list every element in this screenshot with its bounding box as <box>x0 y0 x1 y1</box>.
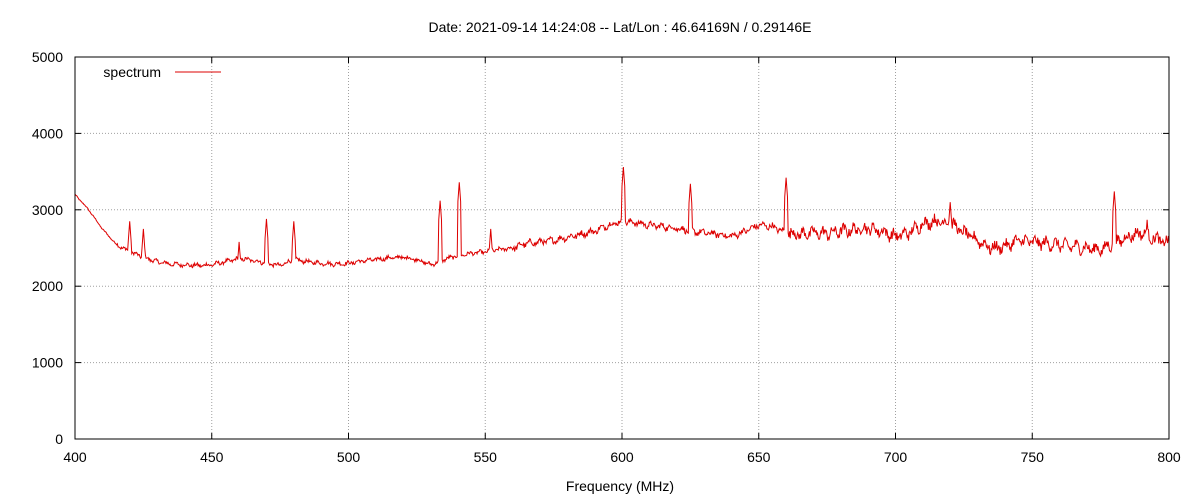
x-tick-label: 450 <box>200 449 224 465</box>
x-tick-label: 650 <box>747 449 771 465</box>
legend-label: spectrum <box>103 64 161 80</box>
axis-ticks: 400 450 500 550 600 650 700 750 800 0 1000 2000 3000… <box>32 49 1181 465</box>
y-tick-label: 5000 <box>32 49 63 65</box>
x-tick-label: 600 <box>610 449 634 465</box>
series-layer <box>74 166 1170 269</box>
x-tick-label: 550 <box>474 449 498 465</box>
legend: spectrum <box>103 64 221 80</box>
x-tick-label: 800 <box>1157 449 1181 465</box>
chart-title: Date: 2021-09-14 14:24:08 -- Lat/Lon : 4… <box>429 19 812 35</box>
y-tick-label: 4000 <box>32 125 63 141</box>
y-tick-label: 3000 <box>32 202 63 218</box>
x-tick-label: 500 <box>337 449 361 465</box>
y-tick-label: 1000 <box>32 355 63 371</box>
y-tick-label: 2000 <box>32 278 63 294</box>
plot-frame <box>74 56 1170 440</box>
grid <box>75 57 1169 439</box>
x-tick-label: 400 <box>63 449 87 465</box>
x-axis-label: Frequency (MHz) <box>566 478 674 494</box>
y-tick-label: 0 <box>55 431 63 447</box>
x-tick-label: 750 <box>1021 449 1045 465</box>
series-line-spectrum <box>74 166 1170 269</box>
x-tick-label: 700 <box>884 449 908 465</box>
